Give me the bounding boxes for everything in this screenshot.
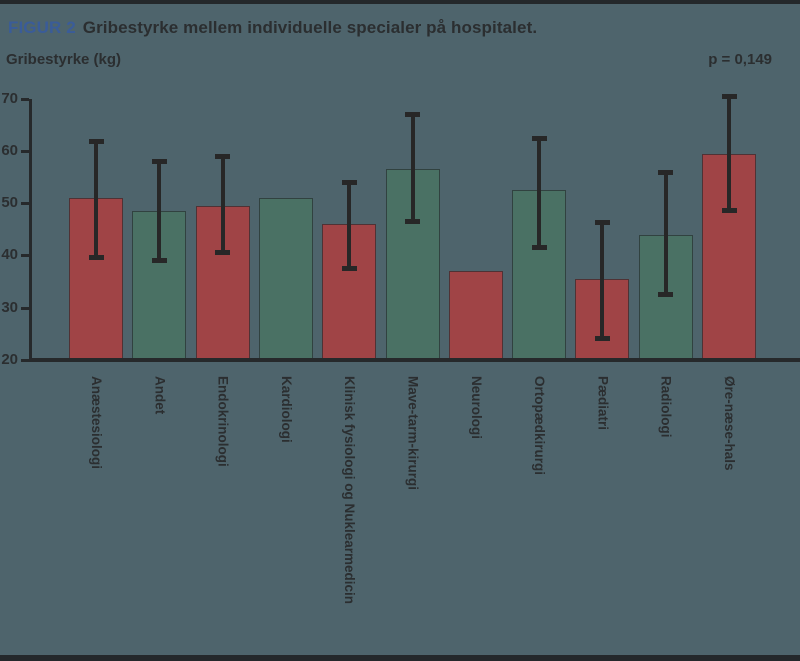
y-tick [21, 149, 29, 153]
y-tick-label: 60 [1, 141, 18, 159]
y-tick [21, 254, 29, 258]
figure-title: FIGUR 2 Gribestyrke mellem individuelle s… [8, 18, 537, 38]
error-bar-cap-bottom [341, 265, 357, 271]
x-axis-category-label: Klinisk fysiologi og Nuklearmedicin [342, 376, 358, 605]
error-bar-cap-top [721, 94, 737, 100]
error-bar-cap-bottom [405, 218, 420, 224]
error-bar-line [220, 156, 225, 253]
error-bar-cap-bottom [151, 257, 167, 263]
y-tick-label: 50 [1, 194, 18, 212]
y-tick [21, 306, 29, 310]
x-axis-category-label: Kardiologi [278, 376, 294, 443]
x-axis-category-label: Øre-næse-hals [722, 376, 737, 471]
y-tick [21, 97, 29, 101]
y-tick-label: 40 [1, 246, 18, 264]
y-tick-label: 70 [1, 89, 18, 107]
x-axis-category-label: Neurologi [468, 376, 484, 439]
error-bar-cap-top [88, 138, 104, 144]
x-axis-category-label: Andet [152, 376, 168, 415]
y-axis-line [29, 98, 32, 361]
error-bar-line [157, 161, 162, 261]
x-axis-category-label: Ortopædkirurgi [532, 376, 548, 476]
error-bar-cap-bottom [721, 208, 737, 214]
error-bar-cap-top [341, 180, 357, 186]
error-bar-cap-bottom [531, 244, 547, 250]
bar [258, 197, 313, 360]
figure-title-text: Gribestyrke mellem individuelle speciale… [82, 18, 538, 37]
figure-bottom-border [0, 655, 800, 661]
x-axis-category-label: Endokrinologi [215, 376, 231, 467]
x-axis-category-label: Radiologi [658, 376, 674, 438]
bar [448, 271, 503, 360]
error-bar-line [663, 171, 668, 295]
figure-number-label: FIGUR 2 [8, 18, 76, 37]
error-bar-cap-top [215, 154, 231, 160]
y-tick [21, 202, 29, 206]
error-bar-line [410, 114, 415, 222]
y-tick-label: 30 [1, 298, 18, 316]
error-bar-cap-top [531, 135, 547, 141]
error-bar-line [537, 137, 542, 248]
error-bar-cap-bottom [215, 249, 231, 255]
y-tick-label: 20 [1, 351, 18, 368]
error-bar-cap-bottom [88, 255, 104, 261]
error-bar-cap-top [405, 112, 420, 118]
error-bar-cap-bottom [594, 336, 610, 342]
error-bar-cap-bottom [658, 291, 674, 297]
y-axis-title: Gribestyrke (kg) [6, 51, 122, 68]
x-axis-category-label: Pædiatri [595, 376, 611, 431]
error-bar-line [727, 96, 731, 212]
error-bar-cap-top [151, 159, 167, 165]
error-bar-cap-top [658, 169, 674, 175]
p-value-annotation: p = 0,149 [708, 51, 772, 68]
figure-top-border [0, 0, 800, 4]
x-axis-category-label: Anæstesiologi [89, 376, 104, 470]
error-bar-cap-top [594, 219, 610, 225]
x-axis-category-label: Mave-tarm-kirurgi [405, 376, 421, 491]
error-bar-line [94, 140, 98, 259]
error-bar-line [600, 221, 605, 340]
x-axis-line [29, 358, 800, 362]
y-tick [21, 359, 29, 362]
error-bar-line [347, 182, 352, 269]
